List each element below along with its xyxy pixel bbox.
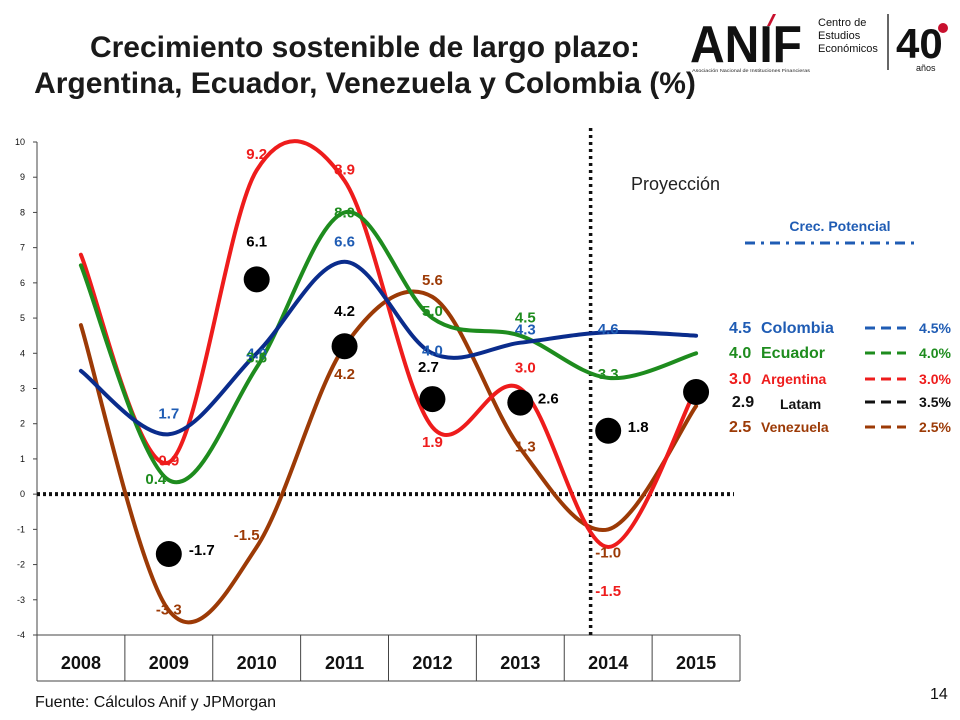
legend-potential-value: 3.0% (919, 371, 951, 387)
y-tick-label: 2 (20, 419, 25, 429)
x-tick-label: 2012 (412, 653, 452, 673)
projection-label: Proyección (631, 174, 720, 194)
y-tick-label: -3 (17, 595, 25, 605)
legend-end-value: 3.0 (729, 371, 751, 388)
y-tick-label: -1 (17, 524, 25, 534)
legend-series-name: Ecuador (761, 345, 825, 362)
x-tick-label: 2015 (676, 653, 716, 673)
data-label: 4.0 (422, 342, 443, 359)
title-line-2: Argentina, Ecuador, Venezuela y Colombia… (34, 67, 696, 100)
data-label: 1.3 (515, 438, 536, 455)
source-note: Fuente: Cálculos Anif y JPMorgan (35, 694, 277, 711)
data-label: 0.4 (145, 471, 167, 488)
logo-accent-mark (767, 14, 776, 26)
y-tick-label: -2 (17, 560, 25, 570)
legend-potential-value: 4.5% (919, 320, 951, 336)
logo-anniversary-dot (938, 23, 948, 33)
data-label: 3.0 (515, 360, 536, 377)
logo-subtitle: Asociación Nacional de Instituciones Fin… (692, 68, 811, 73)
latam-marker (331, 333, 358, 360)
logo-centro-line3: Económicos (818, 43, 878, 55)
chart-title: Crecimiento sostenible de largo plazo: A… (20, 30, 710, 102)
data-label: -1.5 (234, 527, 260, 544)
data-label: 1.9 (422, 434, 443, 451)
data-label: 3.6 (246, 349, 267, 366)
data-label: 3.3 (598, 366, 619, 383)
data-label: 2.6 (538, 391, 559, 408)
series-line-ecuador (78, 210, 699, 485)
data-label: 4.6 (598, 321, 619, 338)
y-tick-label: 6 (20, 278, 25, 288)
x-tick-label: 2008 (61, 653, 101, 673)
legend-series-name: Latam (780, 396, 821, 412)
x-tick-label: 2013 (500, 653, 540, 673)
y-tick-label: 0 (20, 489, 25, 499)
data-label: 2.7 (418, 359, 439, 376)
y-tick-label: 9 (20, 172, 25, 182)
logo-centro-line1: Centro de (818, 17, 866, 29)
data-label: -3.3 (156, 601, 182, 618)
y-tick-label: 10 (15, 137, 25, 147)
data-label: -1.5 (595, 583, 621, 600)
data-label: 5.0 (422, 303, 443, 320)
data-label: 4.2 (334, 366, 355, 383)
legend-end-value: 4.0 (729, 345, 751, 362)
data-label: 4.2 (334, 303, 355, 320)
legend-potential-value: 3.5% (919, 394, 951, 410)
data-label: 5.6 (422, 272, 443, 289)
legend-potential-value: 2.5% (919, 419, 951, 435)
legend-end-value: 2.5 (729, 419, 751, 436)
legend-series-name: Argentina (761, 371, 827, 387)
data-label: 4.5 (515, 310, 536, 327)
potential-header: Crec. Potencial (789, 218, 890, 234)
legend-series-name: Venezuela (761, 419, 829, 435)
latam-marker (595, 417, 622, 444)
latam-marker (683, 379, 710, 406)
anif-logo: ANIF Asociación Nacional de Institucione… (690, 14, 948, 74)
data-label: 9.2 (246, 146, 267, 163)
legend-potential-value: 4.0% (919, 345, 951, 361)
latam-marker (155, 541, 182, 568)
series-line-colombia (78, 259, 699, 437)
x-tick-label: 2009 (149, 653, 189, 673)
series-line-argentina (78, 139, 699, 550)
logo-centro-line2: Estudios (818, 30, 861, 42)
data-label: 1.8 (628, 419, 649, 436)
y-tick-label: -4 (17, 630, 25, 640)
y-tick-label: 1 (20, 454, 25, 464)
y-tick-label: 7 (20, 243, 25, 253)
y-tick-label: 3 (20, 384, 25, 394)
data-label: 1.7 (158, 405, 179, 422)
data-label: -1.0 (595, 544, 621, 561)
data-label: 8.9 (334, 162, 355, 179)
data-label: 4.3 (515, 322, 536, 339)
logo-anniversary-number: 40 (896, 20, 943, 67)
x-tick-label: 2011 (325, 653, 364, 673)
x-tick-label: 2010 (237, 653, 277, 673)
data-label: -1.7 (189, 542, 215, 559)
title-line-1: Crecimiento sostenible de largo plazo: (89, 31, 641, 64)
latam-marker (419, 386, 446, 413)
data-label: 8.0 (334, 204, 355, 221)
legend-end-value: 4.5 (729, 320, 751, 337)
data-label: 6.6 (334, 234, 355, 251)
y-tick-label: 8 (20, 207, 25, 217)
legend-series-name: Colombia (761, 320, 834, 337)
y-tick-label: 5 (20, 313, 25, 323)
data-label: 0.9 (158, 452, 179, 469)
x-tick-label: 2014 (588, 653, 628, 673)
legend-end-value: 2.9 (732, 394, 754, 411)
page-number: 14 (930, 686, 948, 703)
series-line-venezuela (78, 289, 699, 625)
data-label: 6.1 (246, 233, 267, 250)
latam-marker (243, 266, 270, 293)
logo-brand: ANIF (690, 16, 802, 74)
latam-marker (507, 389, 534, 416)
logo-anniversary-word: años (916, 63, 936, 73)
data-label: 4.0 (246, 345, 267, 362)
y-tick-label: 4 (20, 348, 25, 358)
